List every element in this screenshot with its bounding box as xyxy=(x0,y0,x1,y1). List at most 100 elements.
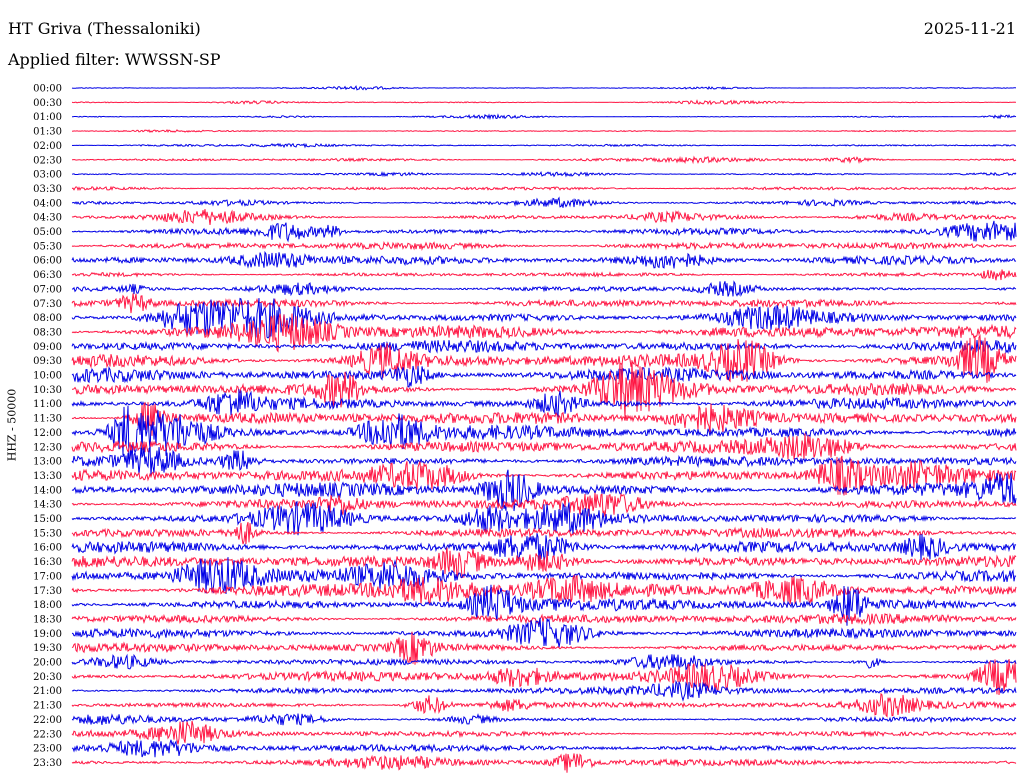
seismogram-traces xyxy=(71,85,1017,773)
trace-line xyxy=(71,500,1017,536)
trace-line xyxy=(71,659,1017,696)
trace-line xyxy=(71,128,1017,133)
trace-line xyxy=(71,389,1017,418)
tick-label: 22:00 xyxy=(33,715,62,726)
date-label: 2025-11-21 xyxy=(923,19,1016,38)
trace-line xyxy=(71,339,1017,354)
tick-label: 20:30 xyxy=(33,672,62,683)
tick-label: 15:30 xyxy=(33,528,62,539)
tick-label: 03:00 xyxy=(33,170,62,181)
tick-label: 21:30 xyxy=(33,701,62,712)
station-title: HT Griva (Thessaloniki) xyxy=(8,19,201,38)
tick-label: 07:30 xyxy=(33,299,62,310)
tick-label: 08:00 xyxy=(33,313,62,324)
tick-label: 18:30 xyxy=(33,614,62,625)
trace-line xyxy=(71,692,1017,718)
tick-label: 03:30 xyxy=(33,184,62,195)
trace-line xyxy=(71,280,1017,298)
trace-line xyxy=(71,584,1017,626)
trace-line xyxy=(71,547,1017,579)
trace-line xyxy=(71,455,1017,496)
tick-label: 04:00 xyxy=(33,198,62,209)
tick-label: 13:30 xyxy=(33,471,62,482)
trace-line xyxy=(71,401,1017,436)
trace-line xyxy=(71,196,1017,208)
tick-label: 21:00 xyxy=(33,686,62,697)
tick-label: 14:00 xyxy=(33,485,62,496)
tick-label: 09:00 xyxy=(33,342,62,353)
trace-line xyxy=(71,185,1017,192)
tick-label: 05:30 xyxy=(33,241,62,252)
trace-line xyxy=(71,113,1017,121)
tick-label: 22:30 xyxy=(33,729,62,740)
tick-label: 00:00 xyxy=(33,84,62,95)
tick-label: 08:30 xyxy=(33,327,62,338)
tick-label: 07:00 xyxy=(33,284,62,295)
trace-line xyxy=(71,209,1017,225)
trace-line xyxy=(71,492,1017,517)
trace-line xyxy=(71,753,1017,773)
tick-label: 10:00 xyxy=(33,371,62,382)
tick-label: 14:30 xyxy=(33,500,62,511)
trace-line xyxy=(71,433,1017,460)
trace-line xyxy=(71,241,1017,252)
trace-line xyxy=(71,313,1017,353)
trace-line xyxy=(71,469,1017,512)
trace-line xyxy=(71,297,1017,339)
tick-label: 23:00 xyxy=(33,744,62,755)
tick-label: 06:30 xyxy=(33,270,62,281)
trace-line xyxy=(71,293,1017,314)
trace-line xyxy=(71,155,1017,165)
tick-label: 00:30 xyxy=(33,98,62,109)
trace-line xyxy=(71,653,1017,672)
trace-line xyxy=(71,99,1017,106)
trace-line xyxy=(71,557,1017,595)
trace-line xyxy=(71,713,1017,726)
tick-label: 23:30 xyxy=(33,758,62,769)
trace-line xyxy=(71,142,1016,149)
tick-label: 02:30 xyxy=(33,155,62,166)
trace-line xyxy=(71,334,1017,383)
tick-label: 10:30 xyxy=(33,385,62,396)
tick-label: 12:30 xyxy=(33,442,62,453)
trace-line xyxy=(71,631,1017,665)
trace-line xyxy=(71,269,1017,281)
trace-line xyxy=(71,85,1017,91)
trace-line xyxy=(72,360,1017,418)
trace-line xyxy=(71,739,1017,758)
tick-label: 19:00 xyxy=(33,629,62,640)
tick-label: 06:00 xyxy=(33,256,62,267)
tick-label: 01:00 xyxy=(33,112,62,123)
trace-line xyxy=(71,679,1017,702)
tick-label: 19:30 xyxy=(33,643,62,654)
tick-label: 01:30 xyxy=(33,127,62,138)
tick-label: 16:00 xyxy=(33,543,62,554)
tick-label: 18:00 xyxy=(33,600,62,611)
tick-label: 11:00 xyxy=(33,399,62,410)
time-tick-labels: 00:00 00:30 01:00 01:30 02:00 02:30 03:00 03:30… xyxy=(33,84,62,769)
trace-line xyxy=(71,171,1017,178)
trace-line xyxy=(71,521,1017,545)
tick-label: 05:00 xyxy=(33,227,62,238)
tick-label: 04:30 xyxy=(33,213,62,224)
trace-line xyxy=(71,613,1017,626)
tick-label: 16:30 xyxy=(33,557,62,568)
trace-line xyxy=(71,220,1017,243)
tick-label: 11:30 xyxy=(33,414,62,425)
filter-label: Applied filter: WWSSN-SP xyxy=(8,50,221,69)
trace-line xyxy=(71,720,1017,745)
tick-label: 20:00 xyxy=(33,658,62,669)
tick-label: 12:00 xyxy=(33,428,62,439)
trace-line xyxy=(71,617,1017,648)
tick-label: 17:30 xyxy=(33,586,62,597)
trace-line xyxy=(71,446,1017,476)
tick-label: 09:30 xyxy=(33,356,62,367)
tick-label: 15:00 xyxy=(33,514,62,525)
tick-label: 13:00 xyxy=(33,457,62,468)
trace-line xyxy=(71,405,1017,465)
trace-line xyxy=(71,574,1017,606)
trace-line xyxy=(71,250,1017,269)
tick-label: 02:00 xyxy=(33,141,62,152)
tick-label: 17:00 xyxy=(33,571,62,582)
